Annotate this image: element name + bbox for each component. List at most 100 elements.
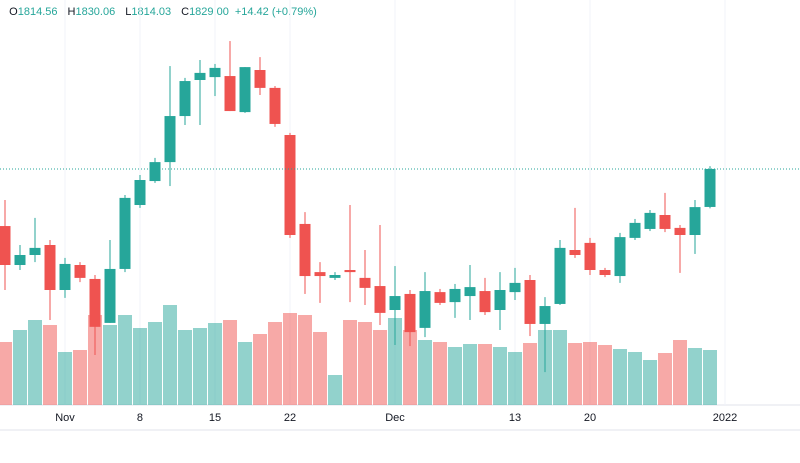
volume-bar — [342, 320, 357, 405]
candle-body — [599, 270, 611, 275]
candle-body — [659, 215, 671, 229]
volume-bar — [447, 347, 462, 405]
volume-bar — [552, 330, 567, 405]
candle-body — [14, 255, 26, 265]
candle-body — [554, 247, 566, 304]
candle-body — [539, 306, 551, 324]
legend-label: H — [68, 6, 76, 18]
legend-change: +14.42 (+0.79%) — [235, 6, 317, 18]
x-tick-label: 15 — [209, 412, 221, 424]
candle-body — [29, 247, 41, 255]
candle-body — [569, 250, 581, 255]
x-tick-label: 20 — [584, 412, 596, 424]
candle-body — [119, 197, 131, 269]
volume-bar — [357, 322, 372, 405]
volume-bar — [492, 347, 507, 405]
legend-value: 1829.00 — [189, 6, 229, 18]
candle-body — [134, 180, 146, 205]
volume-bar — [147, 322, 162, 405]
volume-bar — [57, 352, 72, 405]
candle-body — [689, 207, 701, 235]
candle-body — [329, 275, 341, 278]
candle-body — [239, 67, 251, 113]
volume-bar — [102, 325, 117, 405]
volume-bar — [582, 342, 597, 405]
volume-bar — [672, 340, 687, 405]
candle-body — [524, 280, 536, 324]
candle-body — [149, 162, 161, 182]
volume-bar — [87, 315, 102, 405]
x-tick-label: 8 — [137, 412, 143, 424]
legend-label: L — [125, 6, 131, 18]
candle-body — [674, 227, 686, 235]
candle-body — [44, 245, 56, 290]
x-tick-label: 22 — [284, 412, 296, 424]
volume-bar — [12, 330, 27, 405]
volume-bar — [42, 325, 57, 405]
candle-body — [629, 222, 641, 238]
volume-bar — [282, 313, 297, 405]
x-tick-label: 13 — [509, 412, 521, 424]
volume-bar — [207, 323, 222, 405]
volume-bar — [642, 360, 657, 405]
candle-body — [314, 272, 326, 277]
volume-bar — [417, 340, 432, 405]
candle-body — [704, 168, 716, 207]
legend-value: 1830.06 — [75, 6, 115, 18]
volume-bar — [612, 349, 627, 405]
volume-bar — [687, 348, 702, 405]
volume-bar — [402, 330, 417, 405]
candle-body — [254, 70, 266, 88]
candle-body — [74, 265, 86, 278]
volume-bar — [372, 330, 387, 405]
volume-bar — [237, 342, 252, 405]
volume-bar — [462, 344, 477, 405]
volume-bar — [522, 343, 537, 405]
volume-bar — [432, 342, 447, 405]
volume-bar — [267, 322, 282, 405]
ohlc-legend: MO1814.56H1830.06L1814.03C1829.00+14.42 … — [0, 6, 317, 18]
volume-bar — [177, 330, 192, 405]
volume-bar — [0, 342, 12, 405]
candle-body — [89, 278, 101, 327]
candle-body — [0, 226, 11, 265]
candle-body — [344, 270, 356, 273]
candle-body — [179, 81, 191, 117]
volume-bar — [162, 305, 177, 405]
volume-bar — [627, 352, 642, 405]
legend-value: 1814.56 — [18, 6, 58, 18]
volume-bar — [657, 353, 672, 405]
volume-bar — [252, 334, 267, 405]
volume-bar — [192, 328, 207, 405]
volume-bar — [597, 345, 612, 405]
volume-bar — [327, 375, 342, 405]
candle-body — [299, 223, 311, 277]
candle-body — [404, 293, 416, 333]
candle-body — [419, 291, 431, 328]
candle-body — [449, 288, 461, 303]
candle-body — [389, 296, 401, 310]
x-tick-label: 2022 — [713, 412, 737, 424]
candle-body — [509, 282, 521, 293]
candle-body — [269, 87, 281, 124]
candle-body — [284, 135, 296, 235]
volume-bar — [477, 344, 492, 405]
volume-bar — [132, 328, 147, 405]
candle-body — [644, 212, 656, 229]
candle-body — [209, 67, 221, 78]
candle-body — [224, 76, 236, 112]
candle-body — [164, 116, 176, 163]
volume-bar — [507, 352, 522, 405]
volume-bar — [72, 350, 87, 405]
candle-body — [434, 292, 446, 303]
volume-bar — [27, 320, 42, 405]
legend-text: MO1814.56H1830.06L1814.03C1829.00+14.42 … — [0, 6, 317, 18]
volume-bar — [222, 320, 237, 405]
candle-body — [104, 268, 116, 323]
x-tick-label: Nov — [55, 412, 75, 424]
candle-body — [464, 287, 476, 297]
legend-value: 1814.03 — [131, 6, 171, 18]
legend-label: C — [181, 6, 189, 18]
candle-body — [614, 237, 626, 277]
